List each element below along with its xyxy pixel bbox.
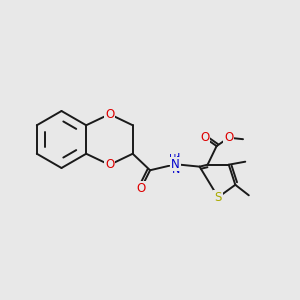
Text: H: H <box>169 154 176 164</box>
Text: O: O <box>224 131 233 144</box>
Text: O: O <box>105 108 114 121</box>
Text: O: O <box>200 131 209 144</box>
Text: O: O <box>105 158 114 171</box>
Text: S: S <box>214 191 222 204</box>
Text: N: N <box>171 158 180 171</box>
Text: H
N: H N <box>171 153 180 175</box>
Text: O: O <box>136 182 146 195</box>
